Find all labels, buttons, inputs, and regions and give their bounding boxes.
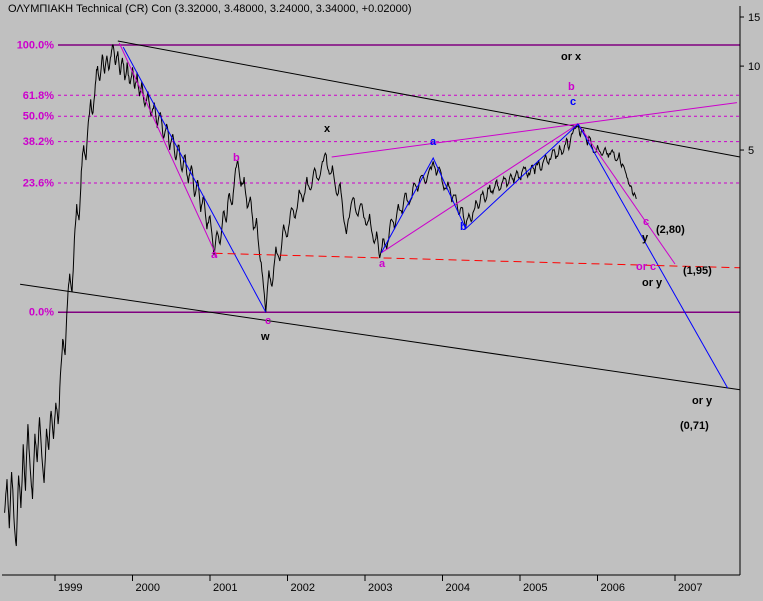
wave-label: or x [561, 51, 582, 63]
wave-label: c [643, 216, 649, 228]
wave-label: w [260, 331, 270, 343]
y-tick-label: 15 [748, 12, 760, 24]
x-tick-label: 2002 [291, 582, 315, 594]
wave-label: or y [692, 395, 713, 407]
wave-label: x [324, 123, 331, 135]
x-tick-label: 2003 [368, 582, 392, 594]
upper-wedge-line-magenta [331, 102, 738, 158]
x-tick-label: 2007 [678, 582, 702, 594]
fib-label: 0.0% [29, 307, 54, 319]
trendline-overlays [20, 40, 741, 391]
wave-label: c [265, 315, 271, 327]
wave-label: y [642, 232, 649, 244]
y-tick-label: 5 [748, 145, 754, 157]
support-trendline-black [20, 283, 741, 391]
resistance-trendline-black [117, 40, 741, 158]
wave-label: (1,95) [683, 265, 712, 277]
fib-label: 23.6% [23, 177, 54, 189]
target-projection-blue [577, 123, 729, 389]
long-term-line-red [214, 252, 741, 269]
peak-to-a-line-magenta [118, 42, 218, 258]
x-tick-label: 2006 [601, 582, 625, 594]
peak-to-w-line-blue [122, 46, 267, 313]
x-tick-label: 2000 [136, 582, 160, 594]
x-tick-label: 2004 [446, 582, 470, 594]
y-tick-label: 10 [748, 61, 760, 73]
axes: 1999 2000 2001 2002 2003 2004 2005 2006 2007 15 10… [2, 6, 760, 594]
wave-label: a [379, 258, 386, 270]
fib-label: 61.8% [23, 90, 54, 102]
abc-zigzag-blue [380, 123, 579, 254]
x-tick-label: 1999 [58, 582, 82, 594]
x-tick-label: 2005 [523, 582, 547, 594]
wave-label: (2,80) [656, 224, 685, 236]
fib-label: 38.2% [23, 136, 54, 148]
target-projection-magenta [577, 123, 676, 265]
chart-title: ΟΛΥΜΠΙΑΚΗ Technical (CR) Con (3.32000, 3… [8, 3, 412, 15]
wave-label: a [430, 136, 437, 148]
wave-label: c [570, 96, 576, 108]
x-tick-label: 2001 [213, 582, 237, 594]
fibonacci-retracement-lines: 100.0% 61.8% 50.0% 38.2% 23.6% 0.0% [17, 40, 740, 319]
fib-label: 50.0% [23, 111, 54, 123]
wave-label: b [568, 81, 575, 93]
price-series [4, 44, 637, 547]
wave-label: b [460, 221, 467, 233]
lower-wedge-line-magenta [381, 123, 579, 254]
price-line [4, 44, 637, 547]
wave-label: or c [636, 261, 656, 273]
wave-label: or y [642, 277, 663, 289]
fib-label: 100.0% [17, 40, 55, 52]
wave-label: (0,71) [680, 420, 709, 432]
wave-label: a [211, 249, 218, 261]
wave-label: b [233, 152, 240, 164]
